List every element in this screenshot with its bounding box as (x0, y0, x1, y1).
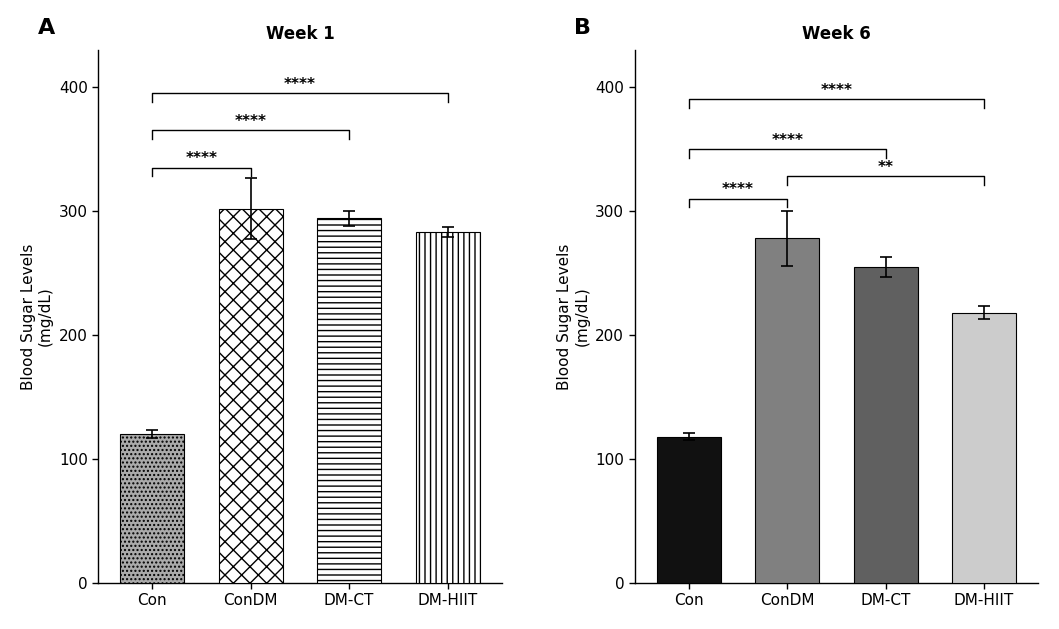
Text: ****: **** (771, 133, 803, 148)
Title: Week 6: Week 6 (802, 25, 870, 43)
Text: B: B (574, 18, 591, 38)
Title: Week 1: Week 1 (266, 25, 335, 43)
Text: ****: **** (185, 152, 217, 167)
Bar (854, 267, 917, 582)
Text: ****: **** (235, 114, 267, 129)
Y-axis label: Blood Sugar Levels
(mg/dL): Blood Sugar Levels (mg/dL) (557, 243, 590, 389)
Text: A: A (38, 18, 55, 38)
Bar (415, 232, 480, 582)
Bar (952, 313, 1016, 582)
Bar (219, 208, 283, 582)
Text: **: ** (878, 160, 894, 175)
Bar (121, 434, 184, 582)
Text: ****: **** (284, 77, 316, 92)
Bar (657, 437, 721, 582)
Text: ****: **** (722, 182, 754, 198)
Bar (318, 218, 381, 582)
Bar (755, 238, 820, 582)
Text: ****: **** (821, 83, 852, 98)
Y-axis label: Blood Sugar Levels
(mg/dL): Blood Sugar Levels (mg/dL) (21, 243, 53, 389)
